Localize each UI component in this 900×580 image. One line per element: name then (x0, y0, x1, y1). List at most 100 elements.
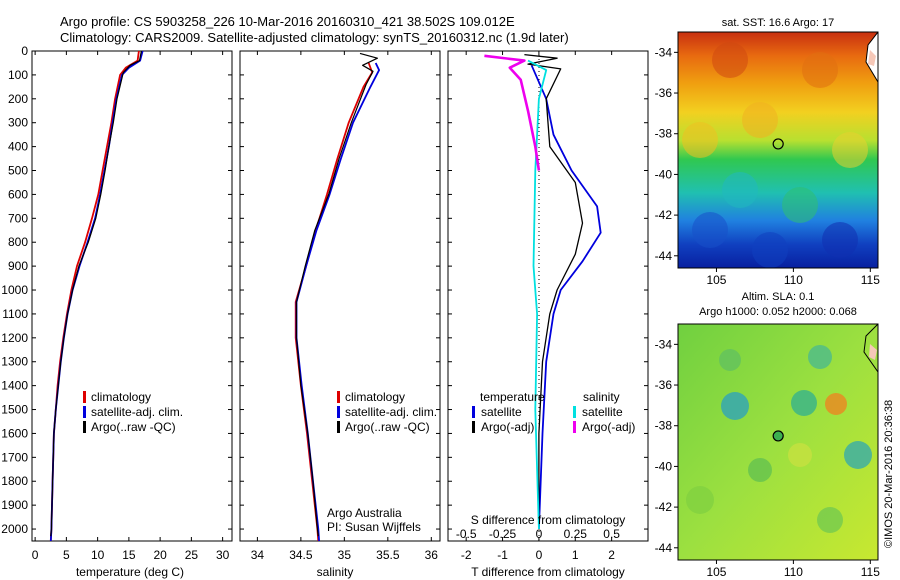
legend-label-temp-satellite: satellite (481, 405, 522, 419)
depth-tick-label: 300 (8, 116, 28, 130)
lat-tick-label: -38 (655, 127, 673, 141)
salinity-x-axis: 34 34.5 35 35.5 36 (251, 51, 439, 562)
x-tick-label: 2 (608, 548, 615, 562)
salinity-x-label: salinity (317, 565, 354, 579)
lat-tick-label: -44 (655, 249, 673, 263)
x-tick-label: 10 (91, 548, 105, 562)
x-tick-label: 15 (122, 548, 136, 562)
depth-tick-label: 600 (8, 187, 28, 201)
x-tick-label: -1 (497, 548, 508, 562)
lat-tick-label: -44 (655, 541, 673, 555)
sla-map-axes: 105 110 115 -34 -36 -38 -40 -42 -44 (655, 337, 881, 579)
lat-tick-label: -34 (655, 337, 673, 351)
depth-tick-label: 1900 (1, 498, 28, 512)
lon-tick-label: 105 (706, 273, 726, 287)
x-tick-label: 25 (185, 548, 199, 562)
lat-tick-label: -42 (655, 208, 673, 222)
legend-swatch-satellite (83, 406, 86, 418)
legend-swatch-satellite (337, 406, 340, 418)
legend-label-climatology: climatology (91, 390, 151, 404)
sst-blob (752, 232, 788, 268)
salinity-series (294, 52, 380, 541)
lat-tick-label: -38 (655, 419, 673, 433)
sla-blob (721, 392, 749, 420)
depth-tick-label: 0 (21, 44, 28, 58)
lon-tick-label: 115 (861, 565, 880, 579)
temperature-x-axis: 0 5 10 15 20 25 30 (32, 51, 230, 562)
imos-watermark: ©IMOS 20-Mar-2016 20:36:38 (883, 400, 895, 548)
depth-axis: 0 100 200 300 400 500 600 700 800 900 1000 1100 1200… (1, 44, 648, 536)
difference-plot-frame (447, 50, 649, 542)
legend-label-sal-satellite: satellite (582, 405, 623, 419)
figure-title-line2: Climatology: CARS2009. Satellite-adjuste… (60, 30, 569, 45)
sst-map-frame (677, 31, 879, 269)
legend-label-sal-argo: Argo(-adj) (582, 420, 635, 434)
s-diff-tick-label: -0.5 (456, 527, 477, 541)
depth-tick-label: 1700 (1, 450, 28, 464)
series-line-argo-raw-qc- (295, 52, 378, 537)
sst-texture (682, 42, 868, 268)
temperature-series (49, 51, 144, 541)
t-difference-x-label: T difference from climatology (471, 565, 625, 579)
s-diff-tick-label: 0.5 (603, 527, 620, 541)
depth-tick-label: 1500 (1, 403, 28, 417)
lat-tick-label: -36 (655, 378, 673, 392)
lat-tick-label: -40 (655, 167, 673, 181)
x-tick-label: 0 (32, 548, 39, 562)
lat-tick-label: -34 (655, 45, 673, 59)
s-diff-tick-label: -0.25 (489, 527, 517, 541)
x-tick-label: 0 (536, 548, 543, 562)
legend-label-climatology: climatology (345, 390, 405, 404)
legend-swatch-climatology (83, 391, 86, 403)
legend-swatch-argo (83, 421, 86, 433)
argo-location-marker (772, 138, 784, 150)
sla-blob (791, 390, 817, 416)
sst-map-axes: 105 110 115 -34 -36 -38 -40 -42 -44 (655, 45, 881, 287)
x-tick-label: 36 (425, 548, 439, 562)
series-line-climatology (294, 62, 374, 541)
sla-blob (825, 393, 847, 415)
depth-tick-label: 400 (8, 140, 28, 154)
depth-tick-label: 700 (8, 211, 28, 225)
sst-map-title: sat. SST: 16.6 Argo: 17 (722, 17, 835, 29)
sst-blob (692, 212, 728, 248)
sst-blob (802, 52, 838, 88)
s-difference-x-label: S difference from climatology (471, 513, 626, 527)
sla-blob (748, 458, 772, 482)
sla-blob (808, 345, 832, 369)
lon-tick-label: 105 (706, 565, 726, 579)
figure-title-line1: Argo profile: CS 5903258_226 10-Mar-2016… (60, 14, 515, 29)
depth-tick-label: 1800 (1, 474, 28, 488)
x-tick-label: 30 (216, 548, 230, 562)
s-diff-tick-label: 0 (536, 527, 543, 541)
series-line-temperature-argo-adj- (524, 53, 584, 529)
legend-label-temp-argo: Argo(-adj) (481, 420, 534, 434)
depth-tick-label: 1400 (1, 379, 28, 393)
temperature-x-label: temperature (deg C) (76, 565, 184, 579)
legend-label-satellite: satellite-adj. clim. (345, 405, 437, 419)
salinity-legend: climatology satellite-adj. clim. Argo(..… (337, 390, 437, 434)
depth-tick-label: 1600 (1, 426, 28, 440)
sst-map-image (678, 32, 878, 268)
series-line-climatology (49, 51, 140, 541)
x-tick-label: -2 (461, 548, 472, 562)
legend-label-argo: Argo(..raw -QC) (345, 420, 430, 434)
land-patch (869, 344, 877, 360)
difference-legend: temperature salinity satellite Argo(-adj… (472, 390, 635, 434)
lat-tick-label: -40 (655, 459, 673, 473)
lat-tick-label: -42 (655, 500, 673, 514)
sla-map-title-line1: Altim. SLA: 0.1 (742, 291, 815, 303)
sst-blob (722, 172, 758, 208)
depth-tick-label: 1200 (1, 331, 28, 345)
legend-label-argo: Argo(..raw -QC) (91, 420, 176, 434)
sla-blob (686, 486, 714, 514)
sla-map-title-line2: Argo h1000: 0.052 h2000: 0.068 (699, 306, 857, 318)
lon-tick-label: 110 (784, 565, 803, 579)
argo-location-marker (772, 430, 784, 442)
s-difference-x-axis: -0.5 -0.25 0 0.25 0.5 (456, 527, 620, 541)
x-tick-label: 34 (251, 548, 265, 562)
difference-series (484, 53, 602, 530)
x-tick-label: 1 (572, 548, 579, 562)
sla-map-image (678, 324, 878, 560)
depth-tick-label: 900 (8, 259, 28, 273)
